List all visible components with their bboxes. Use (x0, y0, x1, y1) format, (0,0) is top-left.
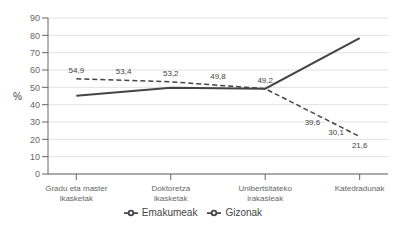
svg-text:39,6: 39,6 (305, 118, 321, 127)
svg-text:%: % (13, 91, 22, 102)
svg-text:10: 10 (30, 152, 40, 162)
html-text:Emakumeak: Emakumeak (141, 206, 198, 218)
svg-text:70: 70 (30, 48, 40, 58)
svg-text:50: 50 (30, 83, 40, 93)
svg-text:49,8: 49,8 (210, 72, 226, 81)
svg-text:21,6: 21,6 (352, 141, 368, 150)
svg-text:53,2: 53,2 (163, 69, 179, 78)
svg-text:30,1: 30,1 (328, 128, 344, 137)
svg-text:0: 0 (35, 169, 40, 179)
html-text:Gizonak: Gizonak (225, 206, 263, 218)
svg-text:30: 30 (30, 117, 40, 127)
svg-text:Katedradunak: Katedradunak (335, 184, 386, 193)
svg-text:49,2: 49,2 (257, 76, 273, 85)
svg-text:60: 60 (30, 65, 40, 75)
svg-text:Gradu eta masterikasketak: Gradu eta masterikasketak (45, 184, 108, 203)
svg-text:20: 20 (30, 135, 40, 145)
svg-text:54,9: 54,9 (69, 66, 85, 75)
svg-text:Doktoretzaikasketak: Doktoretzaikasketak (151, 184, 190, 203)
svg-text:90: 90 (30, 13, 40, 23)
svg-text:40: 40 (30, 100, 40, 110)
svg-text:53,4: 53,4 (116, 67, 132, 76)
svg-text:80: 80 (30, 31, 40, 41)
svg-text:Unibertsitatekoirakasleak: Unibertsitatekoirakasleak (239, 184, 293, 203)
